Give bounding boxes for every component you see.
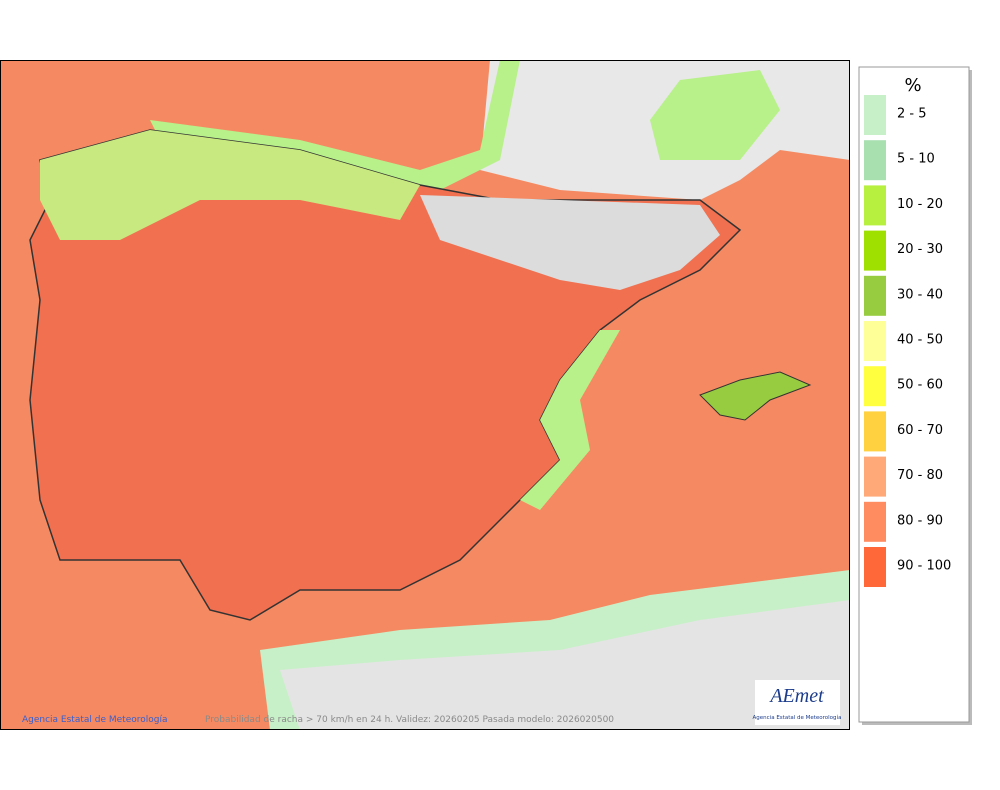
legend-swatch (864, 275, 886, 316)
africa-land (280, 600, 850, 730)
legend-label: 90 - 100 (897, 559, 951, 574)
map (0, 60, 850, 730)
legend-swatch (864, 140, 886, 181)
logo-box (755, 680, 840, 725)
legend-swatch (864, 547, 886, 587)
legend-swatch (864, 321, 886, 361)
legend-label: 10 - 20 (897, 197, 943, 212)
caption: Probabilidad de racha > 70 km/h en 24 h.… (205, 715, 614, 725)
legend-label: 30 - 40 (897, 287, 943, 302)
legend-swatch (864, 185, 886, 226)
gulf-band (650, 70, 780, 160)
legend-label: 40 - 50 (897, 333, 943, 348)
balearics (699, 371, 812, 421)
map-frame (0, 60, 850, 730)
legend-label: 80 - 90 (897, 513, 943, 528)
logo-name: AEmet (768, 685, 824, 707)
legend-label: 60 - 70 (897, 423, 943, 438)
credit: Agencia Estatal de Meteorología (22, 715, 168, 725)
legend-label: 50 - 60 (897, 378, 943, 393)
legend-swatch (864, 366, 886, 407)
logo: AEmet Agencia Estatal de Meteorología (753, 680, 842, 725)
legend-label: 20 - 30 (897, 242, 943, 257)
legend-label: 2 - 5 (897, 107, 927, 122)
legend-swatch (864, 501, 886, 542)
legend-swatch (864, 411, 886, 452)
legend-label: 70 - 80 (897, 468, 943, 483)
legend-swatch (864, 456, 886, 497)
logo-subtitle: Agencia Estatal de Meteorología (753, 714, 842, 721)
legend-title: % (904, 75, 921, 96)
east-band (520, 330, 620, 510)
legend-swatch (864, 230, 886, 271)
legend: % 2 - 5 5 - 10 10 - 20 20 - 30 30 - 40 40 - 5… (858, 66, 972, 725)
north-band (40, 130, 420, 240)
legend-label: 5 - 10 (897, 152, 935, 167)
legend-swatch (864, 95, 886, 135)
ebro-valley (420, 195, 720, 290)
